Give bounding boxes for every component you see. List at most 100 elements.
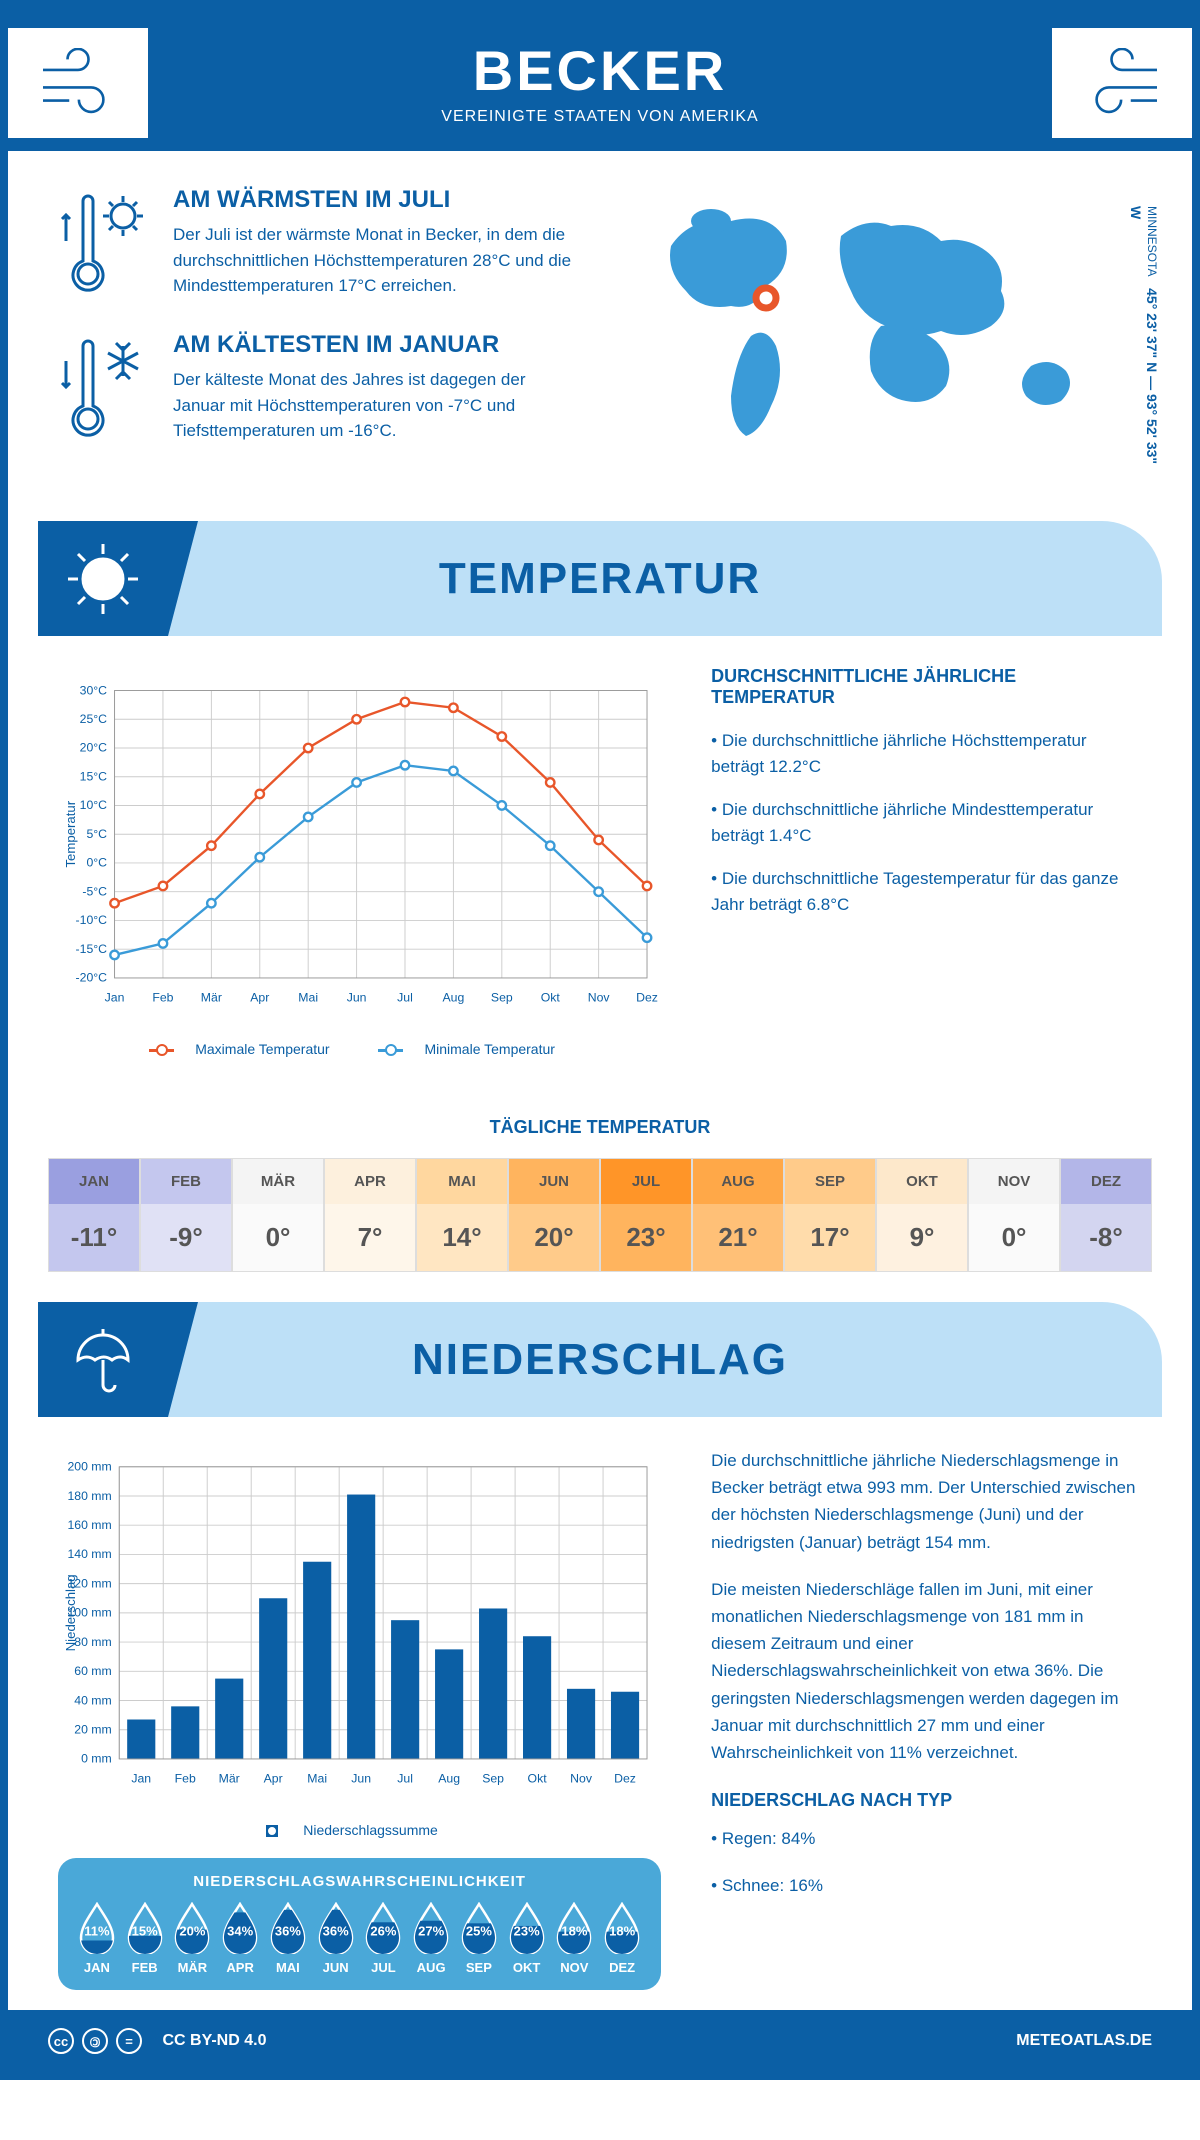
svg-text:160 mm: 160 mm [67, 1518, 111, 1532]
warmest-body: Der Juli ist der wärmste Monat in Becker… [173, 222, 580, 299]
svg-text:Mai: Mai [298, 991, 318, 1005]
wind-icon [1052, 28, 1192, 138]
temp-table-cell: FEB-9° [140, 1158, 232, 1272]
coordinates: MINNESOTA 45° 23' 37" N — 93° 52' 33" W [1128, 206, 1160, 476]
prob-drop: 23%OKT [506, 1902, 548, 1975]
svg-text:15°C: 15°C [80, 769, 108, 783]
svg-text:80 mm: 80 mm [74, 1635, 111, 1649]
svg-text:Apr: Apr [264, 1772, 283, 1786]
prob-drop: 27%AUG [410, 1902, 452, 1975]
svg-text:20 mm: 20 mm [74, 1722, 111, 1736]
precip-type-title: NIEDERSCHLAG NACH TYP [711, 1786, 1142, 1815]
svg-text:-15°C: -15°C [76, 942, 108, 956]
legend-min: Minimale Temperatur [424, 1041, 554, 1057]
precip-type-1: • Regen: 84% [711, 1825, 1142, 1852]
temp-bullet-2: • Die durchschnittliche jährliche Mindes… [711, 797, 1142, 848]
coldest-text: AM KÄLTESTEN IM JANUAR Der kälteste Mona… [173, 331, 580, 446]
coldest-title: AM KÄLTESTEN IM JANUAR [173, 331, 580, 359]
svg-text:0 mm: 0 mm [81, 1752, 112, 1766]
prob-drop: 20%MÄR [171, 1902, 213, 1975]
temperature-section-bar: TEMPERATUR [38, 521, 1162, 636]
city-title: BECKER [28, 38, 1172, 103]
svg-text:Feb: Feb [175, 1772, 196, 1786]
svg-text:0°C: 0°C [86, 856, 107, 870]
temp-table-cell: JUL23° [600, 1158, 692, 1272]
prob-drop: 36%MAI [267, 1902, 309, 1975]
svg-text:Dez: Dez [636, 991, 658, 1005]
temperature-info: DURCHSCHNITTLICHE JÄHRLICHE TEMPERATUR •… [711, 666, 1142, 1057]
daily-temp-title: TÄGLICHE TEMPERATUR [8, 1117, 1192, 1138]
nd-icon: = [116, 2028, 142, 2054]
precip-p2: Die meisten Niederschläge fallen im Juni… [711, 1576, 1142, 1766]
temp-info-heading: DURCHSCHNITTLICHE JÄHRLICHE TEMPERATUR [711, 666, 1142, 708]
map-column: MINNESOTA 45° 23' 37" N — 93° 52' 33" W [620, 186, 1142, 476]
warmest-title: AM WÄRMSTEN IM JULI [173, 186, 580, 214]
svg-text:Aug: Aug [443, 991, 465, 1005]
prob-drop: 34%APR [219, 1902, 261, 1975]
thermometer-sun-icon [58, 186, 148, 301]
precip-bar-chart: 0 mm20 mm40 mm60 mm80 mm100 mm120 mm140 … [58, 1447, 661, 1807]
svg-text:Mär: Mär [219, 1772, 240, 1786]
svg-text:10°C: 10°C [80, 798, 108, 812]
precip-legend: Niederschlagssumme [58, 1822, 661, 1838]
facts-column: AM WÄRMSTEN IM JULI Der Juli ist der wär… [58, 186, 580, 476]
sun-icon [38, 521, 168, 636]
prob-drop: 18%DEZ [601, 1902, 643, 1975]
temperature-legend: Maximale Temperatur Minimale Temperatur [58, 1041, 661, 1057]
temperature-body: -20°C-15°C-10°C-5°C0°C5°C10°C15°C20°C25°… [8, 666, 1192, 1087]
temperature-line-chart: -20°C-15°C-10°C-5°C0°C5°C10°C15°C20°C25°… [58, 666, 661, 1026]
svg-text:Mär: Mär [201, 991, 222, 1005]
svg-text:200 mm: 200 mm [67, 1460, 111, 1474]
temp-bullet-3: • Die durchschnittliche Tagestemperatur … [711, 866, 1142, 917]
svg-text:60 mm: 60 mm [74, 1664, 111, 1678]
world-map [620, 186, 1142, 466]
footer-license: cc 🄯 = CC BY-ND 4.0 [48, 2028, 266, 2054]
by-icon: 🄯 [82, 2028, 108, 2054]
temp-table-cell: AUG21° [692, 1158, 784, 1272]
prob-drop: 26%JUL [362, 1902, 404, 1975]
svg-text:Dez: Dez [614, 1772, 636, 1786]
svg-text:Nov: Nov [570, 1772, 593, 1786]
svg-text:Sep: Sep [482, 1772, 504, 1786]
precip-text: Die durchschnittliche jährliche Niedersc… [711, 1447, 1142, 1990]
precip-type-2: • Schnee: 16% [711, 1872, 1142, 1899]
temp-table-cell: NOV0° [968, 1158, 1060, 1272]
umbrella-icon [38, 1302, 168, 1417]
prob-drop: 25%SEP [458, 1902, 500, 1975]
probability-box: NIEDERSCHLAGSWAHRSCHEINLICHKEIT 11%JAN15… [58, 1858, 661, 1990]
temp-table-cell: DEZ-8° [1060, 1158, 1152, 1272]
precip-section-bar: NIEDERSCHLAG [38, 1302, 1162, 1417]
license-text: CC BY-ND 4.0 [162, 2032, 266, 2050]
svg-text:Jun: Jun [351, 1772, 371, 1786]
svg-text:Aug: Aug [438, 1772, 460, 1786]
prob-drop: 11%JAN [76, 1902, 118, 1975]
state-label: MINNESOTA [1145, 206, 1159, 276]
svg-text:180 mm: 180 mm [67, 1489, 111, 1503]
svg-text:Okt: Okt [541, 991, 561, 1005]
temp-table-cell: MAI14° [416, 1158, 508, 1272]
precip-body: 0 mm20 mm40 mm60 mm80 mm100 mm120 mm140 … [8, 1447, 1192, 2010]
temp-table-cell: JUN20° [508, 1158, 600, 1272]
temp-table-cell: JAN-11° [48, 1158, 140, 1272]
temp-table-cell: APR7° [324, 1158, 416, 1272]
svg-text:Apr: Apr [250, 991, 269, 1005]
legend-max: Maximale Temperatur [195, 1041, 329, 1057]
precip-p1: Die durchschnittliche jährliche Niedersc… [711, 1447, 1142, 1556]
wind-icon [8, 28, 148, 138]
svg-text:-20°C: -20°C [76, 971, 108, 985]
temperature-heading: TEMPERATUR [439, 554, 761, 604]
svg-text:Nov: Nov [588, 991, 611, 1005]
prob-drop: 15%FEB [124, 1902, 166, 1975]
country-subtitle: VEREINIGTE STAATEN VON AMERIKA [28, 108, 1172, 126]
svg-text:20°C: 20°C [80, 741, 108, 755]
page: BECKER VEREINIGTE STAATEN VON AMERIKA AM… [0, 0, 1200, 2080]
probability-title: NIEDERSCHLAGSWAHRSCHEINLICHKEIT [73, 1873, 646, 1890]
precip-left: 0 mm20 mm40 mm60 mm80 mm100 mm120 mm140 … [58, 1447, 661, 1990]
svg-text:40 mm: 40 mm [74, 1693, 111, 1707]
temp-bullet-1: • Die durchschnittliche jährliche Höchst… [711, 728, 1142, 779]
svg-text:Jan: Jan [131, 1772, 151, 1786]
svg-text:Jul: Jul [397, 1772, 413, 1786]
svg-text:Sep: Sep [491, 991, 513, 1005]
temperature-chart-wrap: -20°C-15°C-10°C-5°C0°C5°C10°C15°C20°C25°… [58, 666, 661, 1057]
svg-text:Niederschlag: Niederschlag [63, 1574, 78, 1651]
